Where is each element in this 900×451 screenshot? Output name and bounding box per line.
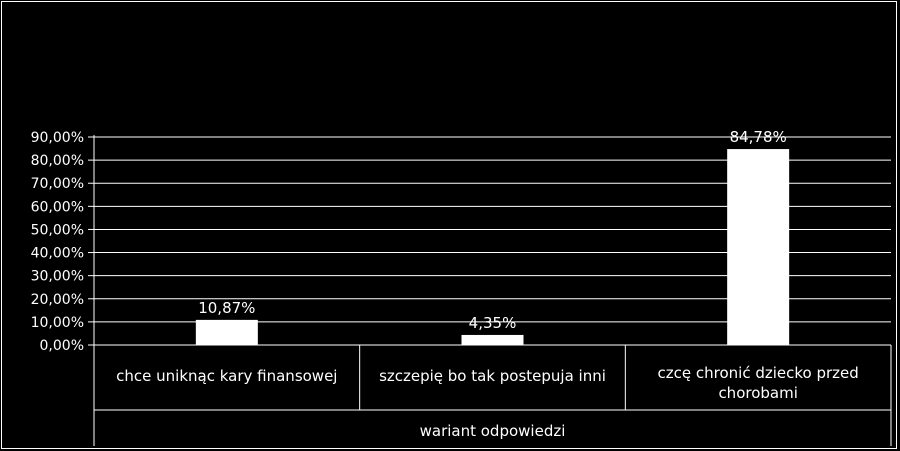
bars [195, 149, 790, 345]
data-label: 4,35% [469, 314, 517, 332]
bar [727, 149, 790, 345]
bar [195, 319, 258, 345]
y-tick-label: 90,00% [31, 130, 84, 146]
category-label: szczepię bo tak postepuja inni [379, 367, 606, 385]
y-axis: 0,00% 10,00% 20,00% 30,00% 40,00% 50,00% 60,00… [31, 130, 95, 446]
y-tick-label: 60,00% [31, 199, 84, 215]
bar [461, 334, 524, 345]
x-axis: chce uniknąc kary finansowej szczepię bo … [94, 344, 892, 446]
category-label: czcę chronić dziecko przed [658, 364, 859, 382]
x-axis-title: wariant odpowiedzi [420, 422, 566, 440]
data-labels: 10,87% 4,35% 84,78% [198, 128, 787, 332]
y-tick-label: 20,00% [31, 292, 84, 308]
y-tick-label: 80,00% [31, 153, 84, 169]
y-tick-label: 10,00% [31, 315, 84, 331]
y-tick-label: 0,00% [40, 338, 84, 354]
y-tick-label: 50,00% [31, 222, 84, 238]
data-label: 84,78% [730, 128, 787, 146]
category-label: chce uniknąc kary finansowej [116, 367, 337, 385]
category-label: chorobami [718, 384, 797, 402]
y-tick-label: 70,00% [31, 176, 84, 192]
y-tick-label: 40,00% [31, 246, 84, 262]
data-label: 10,87% [198, 299, 255, 317]
y-tick-label: 30,00% [31, 269, 84, 285]
